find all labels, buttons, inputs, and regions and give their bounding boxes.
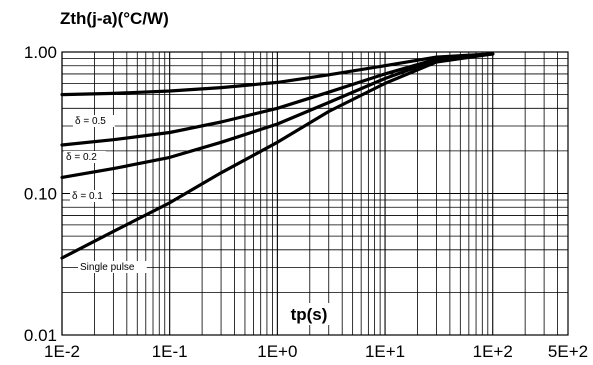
y-tick-label: 1.00 <box>24 43 57 62</box>
series-line <box>60 52 495 179</box>
grid <box>61 51 569 336</box>
x-axis-label-background <box>280 303 338 325</box>
series-label-background <box>73 115 115 127</box>
x-tick-label: 1E+0 <box>257 342 297 361</box>
series-line <box>60 52 495 260</box>
series-label: δ = 0.1 <box>72 191 103 202</box>
series-label-background <box>64 151 106 163</box>
series-layer <box>60 52 495 260</box>
y-tick-label: 0.10 <box>24 185 57 204</box>
tick-labels: 0.01 0.10 1.00 1E-2 1E-1 1E+0 1E+1 1E+2 5E+2 <box>24 43 588 361</box>
x-tick-label: 1E-1 <box>152 342 188 361</box>
x-tick-label: 5E+2 <box>548 342 588 361</box>
series-label-background <box>78 261 147 273</box>
x-tick-label: 1E+1 <box>365 342 405 361</box>
x-axis-label-group: tp(s) <box>280 303 338 325</box>
y-tick-label: 0.01 <box>24 326 57 345</box>
series-line <box>60 52 495 147</box>
series-label: δ = 0.5 <box>75 116 106 127</box>
x-axis-label: tp(s) <box>291 305 328 324</box>
series-line <box>60 52 495 97</box>
series-label-background <box>70 190 112 202</box>
plot-frame <box>61 51 569 336</box>
x-tick-label: 1E+2 <box>473 342 513 361</box>
x-tick-label: 1E-2 <box>44 342 80 361</box>
series-label: Single pulse <box>80 262 135 273</box>
series-label: δ = 0.2 <box>66 152 97 163</box>
chart-title: Zth(j-a)(°C/W) <box>60 9 169 28</box>
series-labels: δ = 0.5 δ = 0.2 δ = 0.1 Single pulse <box>64 115 147 273</box>
